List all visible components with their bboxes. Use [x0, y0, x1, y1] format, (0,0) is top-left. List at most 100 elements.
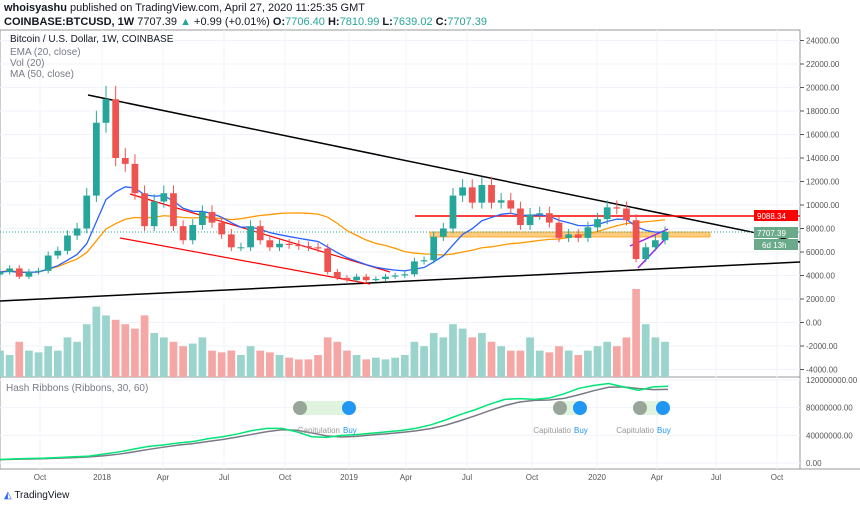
- candle-body: [25, 271, 33, 277]
- candle-body: [44, 255, 52, 271]
- volume-bar: [140, 315, 149, 377]
- publisher[interactable]: whoisyashu: [4, 2, 67, 14]
- time-tick-label: Oct: [526, 473, 539, 482]
- volume-bar: [188, 343, 197, 377]
- tradingview-logo[interactable]: ◭ TradingView: [4, 490, 69, 501]
- volume-bar: [468, 337, 477, 377]
- hash-fast-line: [0, 382, 669, 461]
- volume-bar: [497, 346, 506, 377]
- countdown-label-bg: [754, 239, 798, 250]
- candle-body: [285, 243, 293, 245]
- candle-body: [343, 277, 351, 281]
- volume-bar: [323, 337, 332, 377]
- time-tick-label: Oct: [279, 473, 292, 482]
- candle-body: [266, 240, 274, 248]
- price-tick-label: 18000.00: [806, 107, 840, 116]
- legend-hash-ribbons[interactable]: Hash Ribbons (Ribbons, 30, 60): [6, 383, 149, 394]
- last-price: 7707.39: [137, 16, 177, 28]
- last-price-label: 7707.39: [757, 229, 786, 238]
- legend-ema[interactable]: EMA (20, close): [10, 47, 81, 58]
- candle-body: [189, 224, 197, 241]
- volume-bar: [410, 341, 419, 377]
- candle-body: [497, 200, 505, 203]
- buy-label: Buy: [574, 426, 588, 435]
- volume-bar: [526, 337, 534, 377]
- capitulation-label: Capitulatio: [533, 426, 571, 435]
- buy-label: Buy: [343, 426, 357, 435]
- resistance-price-label: 9088.34: [757, 212, 786, 221]
- volume-bar: [449, 324, 457, 377]
- candle-body: [507, 200, 515, 209]
- volume-bar: [150, 333, 159, 377]
- volume-bar: [44, 346, 53, 377]
- volume-bar: [25, 350, 33, 377]
- volume-bar: [294, 359, 303, 377]
- price-tick-label: 12000.00: [806, 178, 840, 187]
- legend-ma[interactable]: MA (50, close): [10, 69, 74, 80]
- volume-bar: [227, 350, 236, 377]
- candle-body: [439, 228, 447, 237]
- candle-body: [468, 187, 476, 203]
- capitulation-label: Capitulation: [298, 426, 340, 435]
- candle-body: [141, 193, 148, 227]
- volume-bar: [516, 350, 525, 377]
- hash-tick-label: 80000000.00: [806, 404, 853, 413]
- channel-lower-line: [119, 237, 371, 285]
- volume-bar: [217, 352, 226, 377]
- volume-bar: [82, 324, 91, 377]
- candle-body: [642, 247, 650, 260]
- volume-bar: [63, 337, 72, 377]
- candle-body: [227, 234, 235, 248]
- volume-bar: [285, 357, 293, 377]
- volume-bar: [5, 355, 14, 377]
- candle-body: [613, 207, 621, 209]
- volume-bar: [266, 352, 274, 377]
- time-tick-label: Oct: [34, 473, 47, 482]
- candle-body: [170, 193, 177, 227]
- candle-body: [401, 274, 409, 276]
- publish-info: whoisyashu published on TradingView.com,…: [4, 2, 365, 14]
- price-tick-label: 4000.00: [806, 272, 835, 281]
- volume-bar: [420, 346, 428, 377]
- time-tick-label: Jul: [711, 473, 721, 482]
- price-tick-label: 24000.00: [806, 37, 840, 46]
- volume-bar: [121, 324, 130, 377]
- volume-bar: [400, 355, 409, 377]
- candle-body: [411, 261, 418, 275]
- candle-body: [131, 163, 139, 194]
- candle-body: [121, 158, 129, 164]
- capitulation-marker: [633, 401, 647, 415]
- volume-bar: [458, 328, 467, 377]
- candle-body: [199, 212, 206, 225]
- volume-bar: [545, 352, 554, 377]
- candle-body: [64, 235, 71, 251]
- price-tick-label: 0.00: [806, 319, 822, 328]
- candle-body: [160, 193, 168, 202]
- volume-bar: [661, 341, 669, 377]
- volume-bar: [381, 359, 390, 377]
- volume-bar: [641, 324, 650, 377]
- hash-tick-label: 40000000.00: [806, 431, 853, 440]
- candle-body: [372, 279, 380, 281]
- time-tick-label: 2019: [340, 473, 358, 482]
- hash-tick-label: 120000000.00: [806, 376, 858, 385]
- wedge-lower-line: [637, 235, 669, 269]
- candle-body: [35, 270, 42, 272]
- candle-body: [555, 222, 563, 238]
- candle-body: [536, 213, 544, 215]
- time-tick-label: Apr: [157, 473, 170, 482]
- volume-bar: [362, 359, 371, 377]
- price-tick-label: 16000.00: [806, 131, 840, 140]
- volume-bar: [651, 337, 660, 377]
- candle-body: [15, 268, 23, 277]
- volume-bar: [256, 350, 265, 377]
- candle-body: [314, 247, 322, 249]
- volume-bar: [603, 341, 612, 377]
- volume-bar: [198, 337, 207, 377]
- open-value: 7706.40: [285, 16, 325, 28]
- volume-bar: [92, 306, 101, 377]
- price-tick-label: 8000.00: [806, 225, 835, 234]
- legend-vol[interactable]: Vol (20): [10, 58, 45, 69]
- volume-bar: [102, 315, 110, 377]
